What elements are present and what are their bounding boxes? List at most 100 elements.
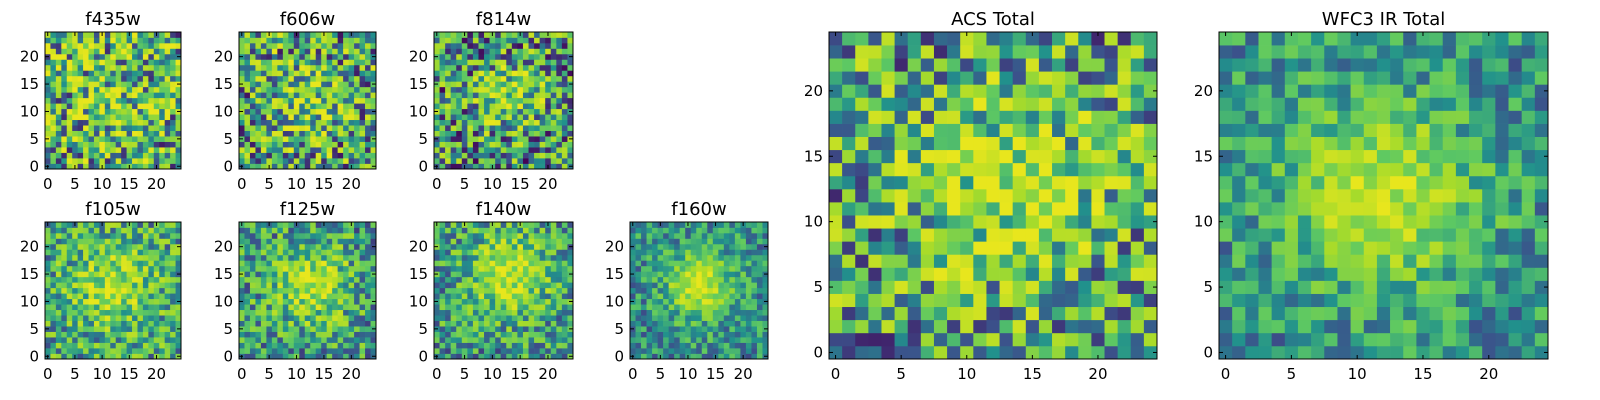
heatmap-cell (539, 130, 546, 137)
heatmap-cell (365, 249, 371, 256)
heatmap-cell (239, 37, 245, 44)
heatmap-cell (712, 304, 719, 311)
heatmap-cell (657, 298, 664, 305)
heatmap-cell (528, 125, 535, 131)
heatmap-cell (175, 309, 182, 316)
heatmap-cell (641, 282, 647, 289)
heatmap-cell (495, 163, 502, 170)
heatmap-cell (175, 238, 182, 245)
heatmap-cell (164, 254, 171, 261)
heatmap-cell (132, 282, 138, 289)
heatmap-cell (304, 136, 311, 142)
heatmap-cell (66, 92, 73, 99)
heatmap-cell (282, 92, 289, 99)
heatmap-cell (545, 265, 552, 272)
heatmap-cell (239, 92, 245, 99)
heatmap-cell (933, 162, 948, 177)
heatmap-cell (72, 320, 78, 327)
heatmap-cell (550, 48, 557, 55)
heatmap-cell (293, 254, 300, 261)
heatmap-cell (337, 227, 344, 234)
heatmap-cell (310, 75, 317, 82)
heatmap-cell (973, 241, 987, 255)
heatmap-cell (829, 202, 843, 216)
heatmap-cell (450, 331, 457, 338)
heatmap-cell (456, 293, 463, 300)
x-tick-label: 0 (237, 365, 247, 383)
heatmap-cell (439, 32, 446, 38)
heatmap-cell (277, 64, 284, 71)
heatmap-cell (734, 353, 741, 360)
heatmap-cell (99, 70, 106, 77)
heatmap-cell (986, 175, 1000, 190)
heatmap-cell (260, 337, 267, 343)
heatmap-cell (973, 280, 987, 294)
heatmap-cell (153, 75, 160, 82)
heatmap-cell (315, 125, 322, 131)
heatmap-cell (50, 232, 57, 239)
heatmap-cell (456, 298, 463, 305)
heatmap-cell (1091, 254, 1105, 268)
heatmap-cell (170, 141, 176, 148)
heatmap-cell (635, 265, 642, 272)
heatmap-cell (61, 81, 68, 88)
heatmap-cell (365, 147, 371, 153)
heatmap-cell (439, 59, 446, 66)
heatmap-cell (299, 53, 306, 60)
heatmap-cell (881, 175, 895, 190)
heatmap-cell (55, 64, 62, 71)
heatmap-cell (310, 119, 317, 126)
heatmap-cell (277, 222, 284, 228)
heatmap-cell (545, 243, 552, 250)
heatmap-cell (164, 75, 171, 82)
heatmap-cell (920, 345, 935, 360)
heatmap-cell (115, 130, 122, 137)
heatmap-cell (550, 37, 557, 44)
heatmap-cell (1104, 241, 1118, 255)
heatmap-cell (315, 249, 322, 256)
heatmap-cell (445, 309, 452, 316)
heatmap-cell (137, 147, 144, 153)
heatmap-cell (641, 238, 647, 245)
heatmap-cell (332, 81, 338, 88)
heatmap-cell (829, 241, 843, 255)
heatmap-cell (500, 348, 507, 354)
heatmap-cell (751, 353, 758, 360)
heatmap-cell (668, 331, 675, 338)
heatmap-cell (282, 59, 289, 66)
heatmap-cell (326, 293, 333, 300)
heatmap-cell (244, 342, 251, 349)
heatmap-cell (712, 232, 719, 239)
heatmap-cell (517, 282, 524, 289)
heatmap-cell (332, 136, 338, 142)
heatmap-cell (999, 254, 1014, 268)
heatmap-cell (1038, 293, 1053, 308)
heatmap-cell (83, 331, 89, 338)
heatmap-cell (115, 53, 122, 60)
heatmap-cell (61, 75, 68, 82)
heatmap-cell (718, 353, 725, 360)
heatmap-cell (461, 326, 468, 332)
heatmap-cell (61, 125, 68, 131)
heatmap-cell (450, 97, 457, 104)
heatmap-cell (343, 342, 349, 349)
heatmap-cell (506, 227, 513, 234)
heatmap-cell (1012, 267, 1027, 281)
heatmap-cell (740, 298, 747, 305)
heatmap-cell (277, 276, 284, 283)
heatmap-cell (359, 254, 366, 261)
heatmap-cell (723, 331, 730, 338)
heatmap-cell (77, 152, 84, 159)
heatmap-cell (170, 42, 176, 49)
heatmap-cell (500, 222, 507, 228)
heatmap-cell (1091, 188, 1105, 203)
heatmap-cell (534, 108, 540, 115)
heatmap-cell (271, 287, 278, 294)
heatmap-cell (132, 342, 138, 349)
heatmap-cell (973, 202, 987, 216)
heatmap-cell (561, 304, 568, 311)
heatmap-cell (539, 147, 546, 153)
heatmap-cell (148, 32, 155, 38)
heatmap-cell (1052, 175, 1066, 190)
heatmap-cell (315, 114, 322, 121)
